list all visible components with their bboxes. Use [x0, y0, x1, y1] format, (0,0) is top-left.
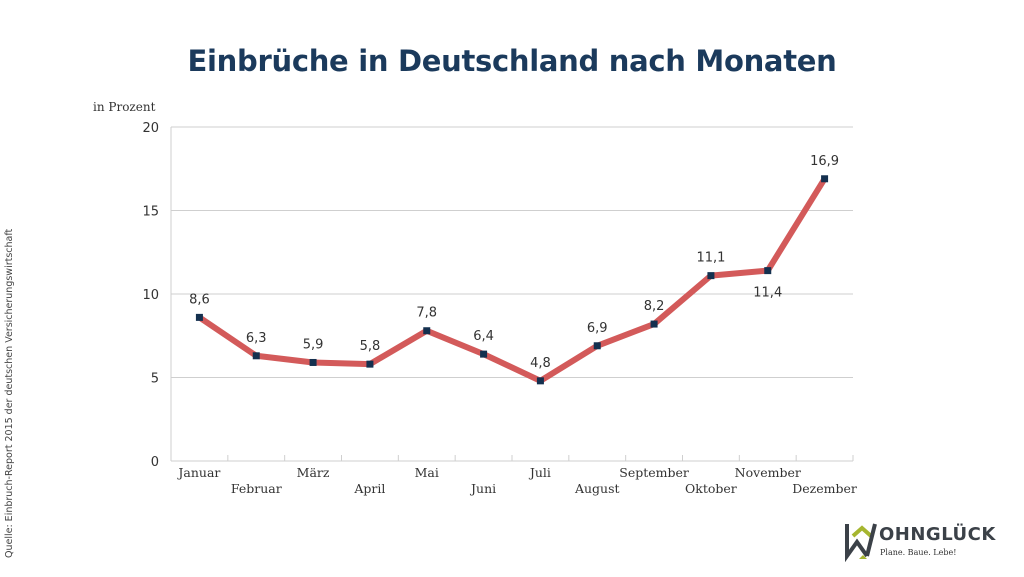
- logo: OHNGLÜCK Plane. Baue. Lebe!: [845, 522, 1015, 567]
- data-point-marker: [366, 360, 374, 368]
- data-point-marker: [821, 175, 829, 183]
- data-point-marker: [536, 377, 544, 385]
- data-point-marker: [707, 272, 715, 280]
- series-markers: [195, 175, 829, 385]
- logo-name: OHNGLÜCK: [879, 524, 996, 545]
- data-label: 11,1: [696, 251, 725, 266]
- data-point-marker: [480, 350, 488, 358]
- logo-tagline: Plane. Baue. Lebe!: [880, 548, 957, 557]
- data-label: 8,2: [644, 299, 665, 314]
- y-axis-label: in Prozent: [93, 100, 156, 114]
- data-label: 5,9: [303, 337, 324, 352]
- x-tick-label: November: [735, 465, 801, 480]
- data-point-marker: [309, 358, 317, 366]
- y-tick-label: 10: [142, 288, 159, 303]
- data-point-marker: [764, 267, 772, 275]
- x-tick-label: September: [619, 465, 689, 480]
- logo-house-icon: [845, 523, 877, 562]
- y-tick-label: 0: [151, 455, 159, 470]
- series-line-path: [197, 177, 828, 384]
- x-axis: Januar Februar März April Mai Juni Juli AugustS…: [176, 455, 857, 496]
- y-tick-label: 15: [142, 205, 159, 220]
- y-tick-label: 20: [142, 121, 159, 136]
- data-labels: 8,6 6,3 5,9 5,8 7,8 6,4 4,8 6,9 8,2 11,1 11,4 16,9: [189, 154, 839, 371]
- data-label: 8,6: [189, 292, 210, 307]
- chart-title: Einbrüche in Deutschland nach Monaten: [187, 44, 837, 78]
- y-axis-ticks: 0 5 10 15 20: [142, 121, 159, 470]
- x-tick-label: April: [353, 481, 385, 496]
- data-label: 4,8: [530, 356, 551, 371]
- series-line: [197, 177, 828, 384]
- data-label: 6,4: [473, 329, 494, 344]
- gridlines: [170, 126, 853, 462]
- x-tick-label: Oktober: [685, 481, 737, 496]
- x-tick-label: März: [297, 465, 330, 480]
- x-tick-label: August: [574, 481, 620, 496]
- data-point-marker: [195, 313, 203, 321]
- x-tick-label: Dezember: [792, 481, 857, 496]
- data-label: 6,9: [587, 321, 608, 336]
- x-tick-label: Januar: [176, 465, 220, 480]
- data-label: 5,8: [360, 339, 381, 354]
- data-label: 6,3: [246, 331, 267, 346]
- x-tick-label: Juli: [528, 465, 551, 480]
- x-tick-label: Juni: [469, 481, 496, 496]
- data-point-marker: [423, 327, 431, 335]
- y-tick-label: 5: [151, 372, 159, 387]
- x-tick-label: Februar: [231, 481, 282, 496]
- data-label: 7,8: [416, 306, 437, 321]
- data-point-marker: [593, 342, 601, 350]
- data-point-marker: [252, 352, 260, 360]
- data-label: 16,9: [810, 154, 839, 169]
- x-tick-label: Mai: [415, 465, 439, 480]
- data-label: 11,4: [753, 286, 782, 301]
- data-point-marker: [650, 320, 658, 328]
